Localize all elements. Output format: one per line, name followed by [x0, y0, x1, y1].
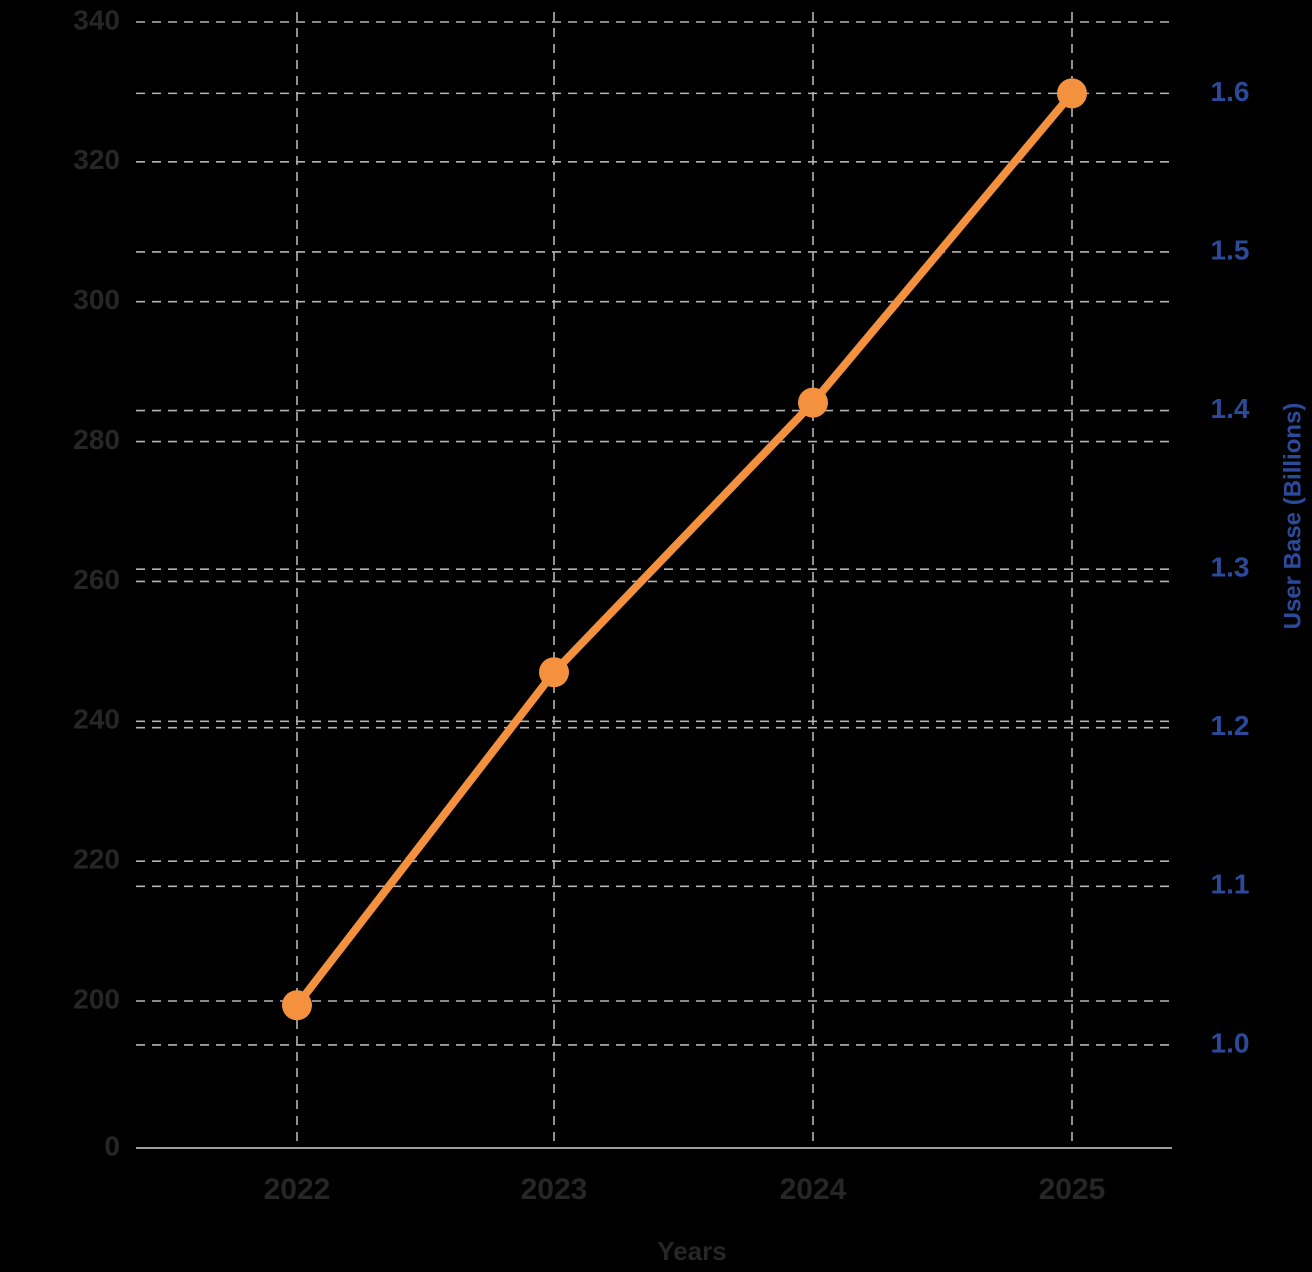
x-tick-label: 2023: [521, 1173, 588, 1206]
series-line: [293, 89, 1076, 1010]
x-tick-label: 2022: [264, 1173, 331, 1206]
x-axis-ticks: 2022 2023 2024 2025: [264, 1173, 1106, 1206]
left-tick-label: 280: [73, 424, 120, 455]
left-tick-label: 220: [73, 844, 120, 875]
left-tick-label: 320: [73, 144, 120, 175]
right-tick-label: 1.6: [1211, 76, 1250, 107]
x-tick-label: 2024: [780, 1173, 847, 1206]
grid-layer: [136, 12, 1172, 1148]
left-tick-label: 0: [104, 1130, 120, 1161]
right-tick-label: 1.3: [1211, 552, 1250, 583]
right-tick-label: 1.5: [1211, 234, 1250, 265]
left-tick-label: 200: [73, 983, 120, 1014]
data-point-2024: [798, 387, 828, 418]
right-tick-label: 1.0: [1211, 1027, 1250, 1058]
data-point-2025: [1057, 78, 1087, 109]
right-tick-label: 1.4: [1211, 393, 1250, 424]
left-tick-label: 260: [73, 564, 120, 595]
left-tick-label: 240: [73, 704, 120, 735]
right-axis-title: User Base (Billions): [1279, 403, 1306, 630]
data-point-2023: [539, 657, 569, 688]
left-tick-label: 300: [73, 284, 120, 315]
series-layer: [282, 78, 1087, 1021]
x-tick-label: 2025: [1039, 1173, 1106, 1206]
right-axis-ticks: 1.0 1.1 1.2 1.3 1.4 1.5 1.6: [1211, 76, 1250, 1059]
x-axis-title: Years: [657, 1236, 726, 1266]
right-tick-label: 1.1: [1211, 869, 1250, 900]
right-tick-label: 1.2: [1211, 710, 1250, 741]
left-tick-label: 340: [73, 4, 120, 35]
left-axis-ticks: 0 200 220 240 260 280 300 320 340: [73, 4, 120, 1161]
data-point-2022: [282, 990, 312, 1021]
